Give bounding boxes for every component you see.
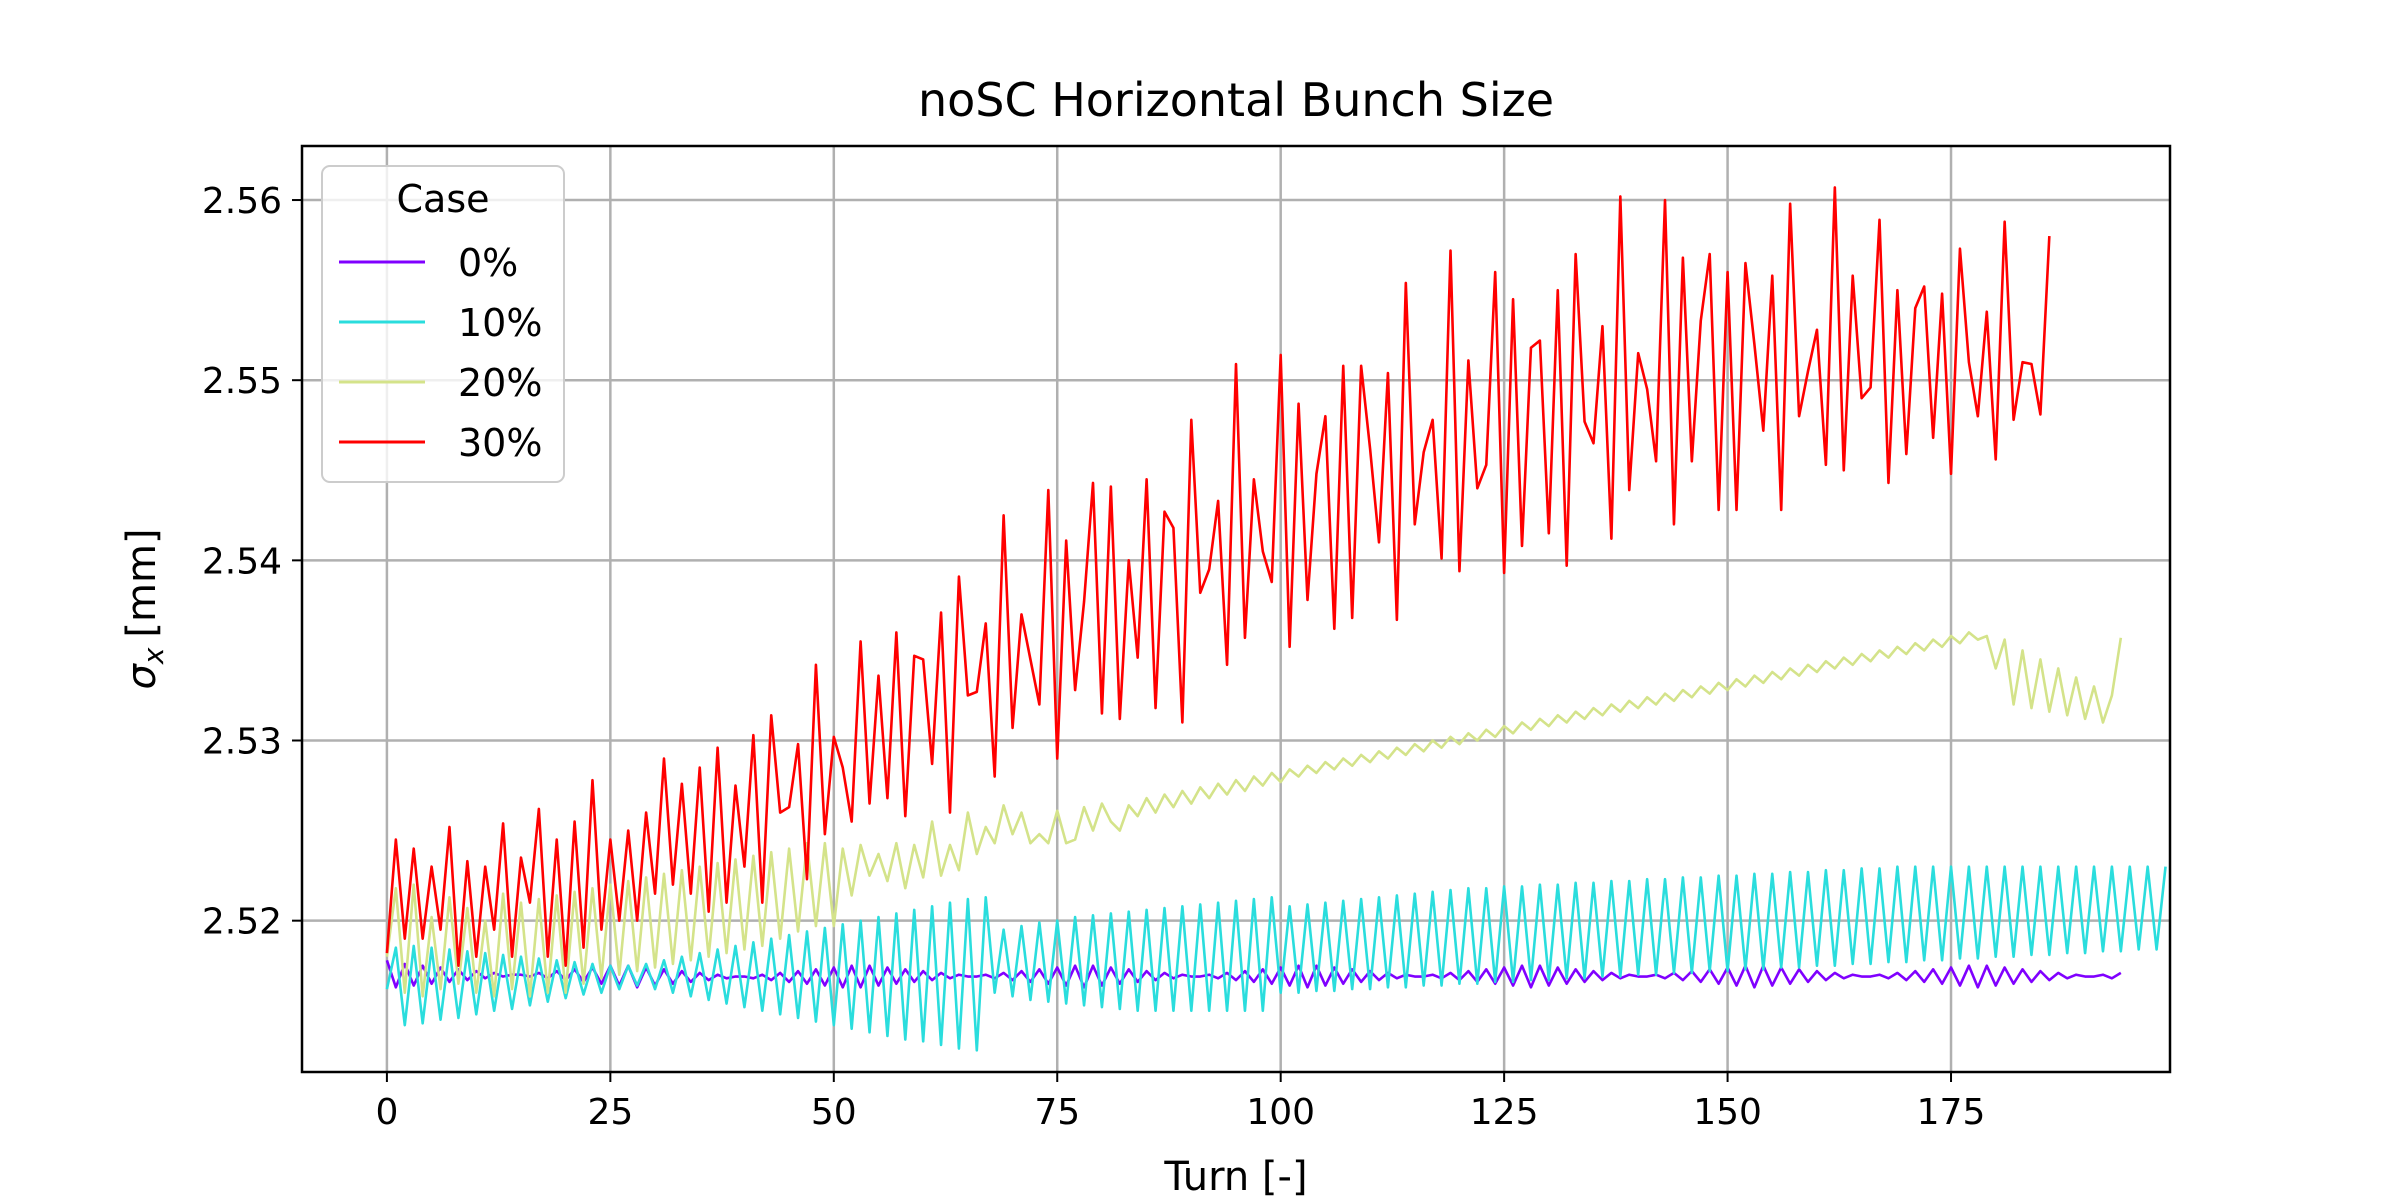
legend-title: Case [397,177,490,221]
x-tick-label: 125 [1470,1092,1539,1133]
y-axis-label-unit: [mm] [119,528,165,637]
chart-title: noSC Horizontal Bunch Size [918,73,1554,127]
x-tick-label: 0 [375,1092,398,1133]
legend-label: 30% [458,421,542,465]
y-axis-label: σx [mm] [119,528,170,689]
x-tick-label: 25 [587,1092,633,1133]
series-line-30pct [385,186,2051,968]
legend-entry: 30% [339,421,542,465]
series-line-10pct [385,865,2167,1052]
legend-box [321,165,565,483]
y-tick-label: 2.52 [202,902,282,943]
y-axis-ticks: 2.52 2.53 2.54 2.55 2.56 [202,181,302,943]
series-layer [385,186,2167,1052]
series-line-20pct [385,631,2123,998]
x-axis-ticks: 0 25 50 75 100 125 150 175 [375,1072,1985,1133]
x-tick-label: 75 [1034,1092,1080,1133]
legend-entry: 0% [339,241,518,285]
plot-frame [300,144,2172,1074]
y-tick-label: 2.53 [202,722,282,763]
legend-entry: 20% [339,361,542,405]
y-tick-label: 2.55 [202,361,282,402]
legend-label: 20% [458,361,542,405]
x-tick-label: 50 [811,1092,857,1133]
y-axis-label-symbol: σ [119,663,165,690]
legend-label: 10% [458,301,542,345]
y-tick-label: 2.54 [202,541,282,582]
x-tick-label: 100 [1246,1092,1315,1133]
x-tick-label: 175 [1917,1092,1986,1133]
legend-entries: 0% 10% 20% 30% [339,241,542,465]
legend: Case 0% 10% 20% 30% [321,165,565,483]
x-axis-label: Turn [-] [1163,1154,1307,1200]
x-tick-label: 150 [1693,1092,1762,1133]
legend-label: 0% [458,241,518,285]
y-tick-label: 2.56 [202,181,282,222]
y-axis-label-subscript: x [137,647,170,665]
legend-entry: 10% [339,301,542,345]
